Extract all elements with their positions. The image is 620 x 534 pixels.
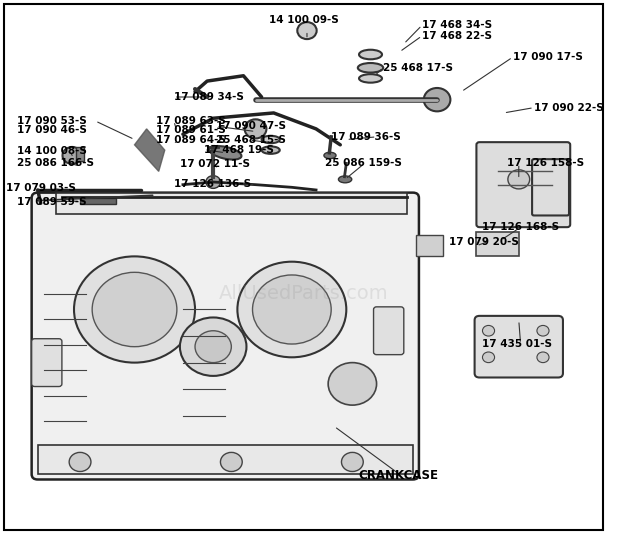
Text: 17 090 46-S: 17 090 46-S	[17, 125, 86, 136]
Text: 14 100 08-S: 14 100 08-S	[17, 146, 86, 156]
Ellipse shape	[359, 74, 382, 83]
Text: 17 126 158-S: 17 126 158-S	[507, 159, 584, 168]
Circle shape	[74, 256, 195, 363]
Text: 17 072 11-S: 17 072 11-S	[180, 160, 250, 169]
Ellipse shape	[339, 176, 352, 183]
Text: 17 079 03-S: 17 079 03-S	[6, 183, 76, 193]
Bar	[416, 235, 443, 256]
Text: 17 090 17-S: 17 090 17-S	[513, 52, 583, 62]
Circle shape	[328, 363, 376, 405]
Text: 17 468 22-S: 17 468 22-S	[422, 31, 492, 41]
Circle shape	[180, 318, 247, 376]
Text: 17 435 01-S: 17 435 01-S	[482, 339, 552, 349]
Circle shape	[221, 452, 242, 472]
FancyBboxPatch shape	[476, 142, 570, 227]
Text: 17 089 36-S: 17 089 36-S	[331, 132, 401, 142]
Text: 17 089 61-S: 17 089 61-S	[156, 125, 226, 136]
Text: 17 079 20-S: 17 079 20-S	[449, 237, 519, 247]
Circle shape	[508, 170, 529, 189]
Text: 17 089 59-S: 17 089 59-S	[17, 197, 86, 207]
Ellipse shape	[209, 146, 241, 160]
Text: 17 468 19-S: 17 468 19-S	[204, 145, 274, 155]
Text: 17 090 47-S: 17 090 47-S	[216, 121, 286, 131]
Text: 25 086 166-S: 25 086 166-S	[17, 159, 94, 168]
FancyBboxPatch shape	[532, 159, 569, 216]
Circle shape	[537, 325, 549, 336]
Circle shape	[69, 452, 91, 472]
Text: AllUsedParts.com: AllUsedParts.com	[219, 284, 389, 303]
Circle shape	[195, 331, 231, 363]
Circle shape	[63, 147, 82, 164]
Circle shape	[206, 176, 221, 189]
Polygon shape	[135, 129, 165, 171]
Circle shape	[298, 22, 317, 39]
Text: 17 126 168-S: 17 126 168-S	[482, 222, 560, 232]
Text: 17 090 22-S: 17 090 22-S	[534, 103, 604, 113]
FancyBboxPatch shape	[373, 307, 404, 355]
Bar	[56, 193, 407, 214]
Text: CRANKCASE: CRANKCASE	[358, 469, 438, 482]
Circle shape	[482, 325, 495, 336]
Circle shape	[482, 352, 495, 363]
Text: 17 089 34-S: 17 089 34-S	[174, 92, 244, 102]
Circle shape	[537, 352, 549, 363]
FancyBboxPatch shape	[474, 316, 563, 378]
Text: 17 089 63-S: 17 089 63-S	[156, 116, 226, 126]
Text: 17 090 53-S: 17 090 53-S	[17, 116, 86, 126]
Bar	[76, 147, 84, 161]
Bar	[38, 445, 413, 474]
Ellipse shape	[359, 50, 382, 59]
Circle shape	[245, 119, 267, 138]
Ellipse shape	[262, 136, 280, 143]
Text: 25 468 15-S: 25 468 15-S	[216, 135, 286, 145]
Text: 17 089 64-S: 17 089 64-S	[156, 135, 226, 145]
Ellipse shape	[324, 152, 336, 159]
Text: 17 468 34-S: 17 468 34-S	[422, 20, 492, 30]
FancyBboxPatch shape	[32, 339, 62, 387]
Circle shape	[252, 275, 331, 344]
FancyBboxPatch shape	[32, 193, 419, 480]
Circle shape	[237, 262, 347, 357]
Text: 25 468 17-S: 25 468 17-S	[383, 63, 453, 73]
Ellipse shape	[358, 63, 383, 73]
Bar	[476, 232, 519, 256]
Text: 17 126 136-S: 17 126 136-S	[174, 178, 251, 189]
Circle shape	[342, 452, 363, 472]
Bar	[80, 198, 117, 205]
Text: 14 100 09-S: 14 100 09-S	[269, 15, 339, 25]
Ellipse shape	[262, 146, 280, 154]
Circle shape	[92, 272, 177, 347]
Circle shape	[424, 88, 450, 112]
Text: 25 086 159-S: 25 086 159-S	[325, 159, 402, 168]
